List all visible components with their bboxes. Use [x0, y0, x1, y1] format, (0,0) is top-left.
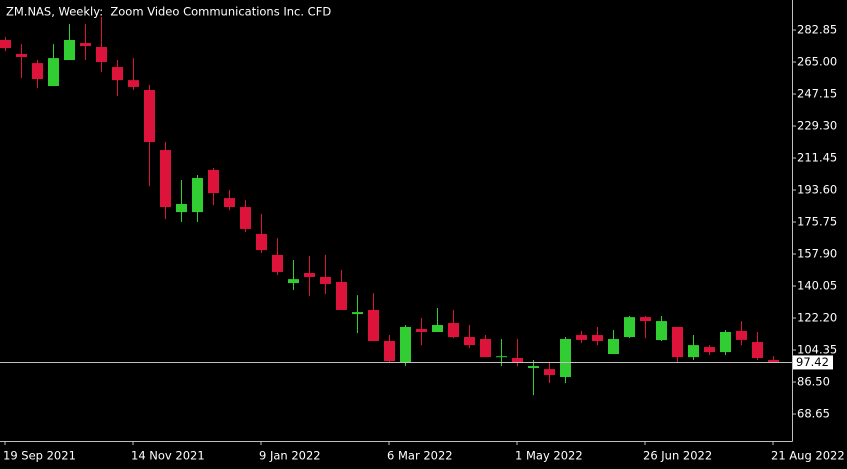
candle-body	[368, 309, 379, 341]
candle-body	[736, 330, 747, 340]
x-tick-label: 6 Mar 2022	[387, 449, 453, 463]
candle-body	[544, 369, 555, 376]
candle-body	[704, 347, 715, 353]
candle-body	[208, 169, 219, 194]
candle-body	[624, 317, 635, 338]
candle-body	[96, 46, 107, 63]
candle-body	[384, 340, 395, 362]
candle-body	[48, 58, 59, 87]
y-tick-label: 122.20	[797, 311, 837, 325]
candle-body	[416, 328, 427, 333]
candle-body	[256, 233, 267, 251]
candle-body	[352, 312, 363, 315]
candle-body	[752, 342, 763, 358]
candle-body	[496, 356, 507, 358]
candle-body	[320, 276, 331, 284]
x-tick-label: 21 Aug 2022	[771, 449, 845, 463]
y-tick-label: 68.65	[797, 407, 830, 421]
candle-body	[32, 63, 43, 80]
candle-body	[288, 279, 299, 284]
y-tick-label: 86.50	[797, 375, 830, 389]
candle-body	[144, 89, 155, 142]
candle-body	[688, 345, 699, 358]
candle-body	[224, 198, 235, 208]
chart-title: ZM.NAS, Weekly: Zoom Video Communication…	[6, 5, 331, 19]
y-tick-label: 265.00	[797, 55, 837, 69]
y-tick-label: 175.75	[797, 215, 837, 229]
candle-body	[608, 338, 619, 355]
current-price-label: 97.42	[796, 355, 829, 369]
candle-body	[672, 326, 683, 358]
candle-body	[240, 207, 251, 229]
candle-body	[192, 178, 203, 213]
candle-body	[160, 150, 171, 208]
candle-body	[768, 359, 779, 363]
candle-body	[432, 325, 443, 333]
y-tick-label: 104.35	[797, 343, 837, 357]
candle-body	[304, 273, 315, 277]
y-tick-label: 282.85	[797, 23, 837, 37]
candle-body	[400, 326, 411, 363]
current-price-box	[793, 355, 833, 370]
x-tick-label: 26 Jun 2022	[643, 449, 712, 463]
candle-body	[464, 337, 475, 346]
candle-body	[656, 321, 667, 341]
y-tick-label: 229.30	[797, 119, 837, 133]
candle-body	[112, 67, 123, 81]
y-tick-label: 140.05	[797, 279, 837, 293]
candle-body	[80, 43, 91, 47]
candle-body	[272, 254, 283, 272]
candle-body	[128, 80, 139, 87]
candle-body	[640, 317, 651, 322]
candle-body	[512, 357, 523, 364]
x-tick-label: 9 Jan 2022	[259, 449, 321, 463]
candle-body	[528, 366, 539, 369]
y-tick-label: 157.90	[797, 247, 837, 261]
y-tick-label: 211.45	[797, 151, 837, 165]
candle-body	[64, 39, 75, 61]
x-tick-label: 1 May 2022	[515, 449, 583, 463]
x-tick-label: 19 Sep 2021	[3, 449, 76, 463]
y-tick-label: 193.60	[797, 183, 837, 197]
x-tick-label: 14 Nov 2021	[131, 449, 205, 463]
candle-body	[592, 335, 603, 341]
candle-body	[16, 53, 27, 58]
candle-body	[480, 338, 491, 358]
candle-body	[336, 281, 347, 310]
candle-body	[576, 335, 587, 340]
candle-body	[720, 332, 731, 353]
candle-body	[560, 338, 571, 378]
candle-body	[0, 39, 11, 49]
candle-body	[448, 323, 459, 338]
y-tick-label: 247.15	[797, 87, 837, 101]
candle-body	[176, 204, 187, 213]
